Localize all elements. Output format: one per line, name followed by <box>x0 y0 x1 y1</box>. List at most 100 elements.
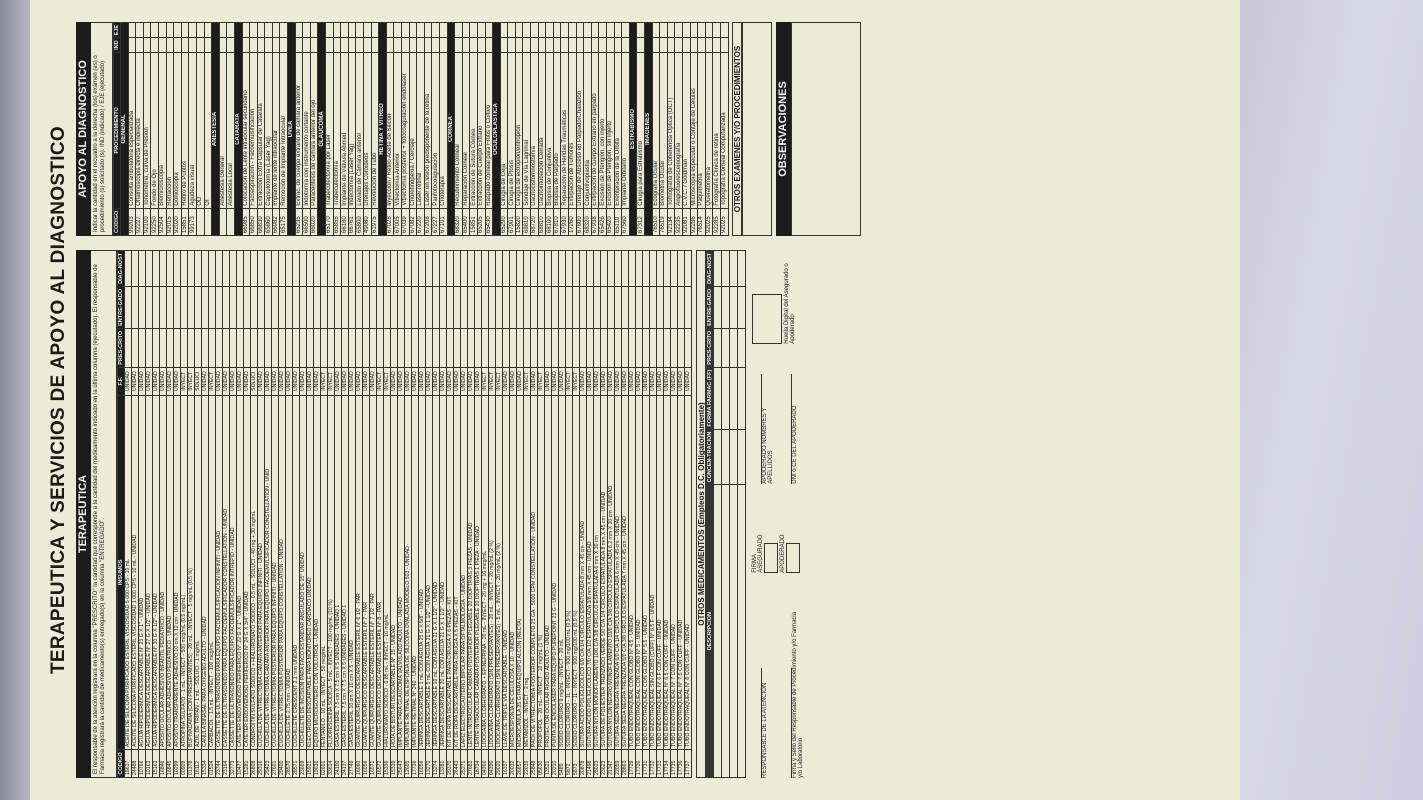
diagnost-cell[interactable] <box>404 250 412 287</box>
ind-cell[interactable] <box>690 37 698 53</box>
ind-cell[interactable] <box>310 37 318 53</box>
entregado-cell[interactable] <box>729 286 738 329</box>
diagnost-cell[interactable] <box>194 250 202 287</box>
entregado-cell[interactable] <box>425 286 433 329</box>
entregado-cell[interactable] <box>509 286 517 329</box>
entregado-cell[interactable] <box>250 286 258 329</box>
ind-cell[interactable] <box>386 37 394 53</box>
ind-cell[interactable] <box>568 37 577 53</box>
prescrito-cell[interactable] <box>383 328 391 368</box>
ind-cell[interactable] <box>249 37 258 53</box>
entregado-cell[interactable] <box>194 286 202 329</box>
eje-cell[interactable] <box>621 22 630 38</box>
eje-cell[interactable] <box>340 22 349 38</box>
entregado-cell[interactable] <box>334 286 342 329</box>
huella-box[interactable] <box>752 293 782 344</box>
entregado-cell[interactable] <box>432 286 440 329</box>
eje-cell[interactable] <box>522 22 531 38</box>
prescrito-cell[interactable] <box>299 328 307 368</box>
eje-cell[interactable] <box>583 22 592 38</box>
entregado-cell[interactable] <box>278 286 286 329</box>
prescrito-cell[interactable] <box>614 328 622 368</box>
eje-cell[interactable] <box>295 22 303 38</box>
entregado-cell[interactable] <box>243 286 251 329</box>
entregado-cell[interactable] <box>684 286 692 329</box>
prescrito-cell[interactable] <box>516 328 524 368</box>
entregado-cell[interactable] <box>264 286 272 329</box>
ind-cell[interactable] <box>682 37 691 53</box>
diagnost-cell[interactable] <box>530 250 538 287</box>
ind-cell[interactable] <box>522 37 531 53</box>
eje-cell[interactable] <box>416 22 425 38</box>
eje-cell[interactable] <box>462 22 470 38</box>
asegurado-box[interactable] <box>764 542 778 573</box>
entregado-cell[interactable] <box>236 286 244 329</box>
entregado-cell[interactable] <box>446 286 454 329</box>
prescrito-cell[interactable] <box>138 328 146 368</box>
prescrito-cell[interactable] <box>600 328 608 368</box>
eje-cell[interactable] <box>636 22 645 38</box>
entregado-cell[interactable] <box>355 286 363 329</box>
ind-cell[interactable] <box>553 37 561 53</box>
prescrito-cell[interactable] <box>649 328 657 368</box>
ind-cell[interactable] <box>530 37 539 53</box>
diagnost-cell[interactable] <box>411 250 419 287</box>
ind-cell[interactable] <box>166 37 174 53</box>
diagnost-cell[interactable] <box>460 250 468 287</box>
prescrito-cell[interactable] <box>439 328 447 368</box>
entregado-cell[interactable] <box>614 286 622 329</box>
entregado-cell[interactable] <box>180 286 188 329</box>
diagnost-cell[interactable] <box>278 250 286 287</box>
eje-cell[interactable] <box>431 22 440 38</box>
eje-cell[interactable] <box>143 22 151 38</box>
eje-cell[interactable] <box>538 22 546 38</box>
ind-cell[interactable] <box>264 37 273 53</box>
entregado-cell[interactable] <box>677 286 685 329</box>
prescrito-cell[interactable] <box>334 328 342 368</box>
prescrito-cell[interactable] <box>558 328 566 368</box>
prescrito-cell[interactable] <box>642 328 650 368</box>
eje-cell[interactable] <box>667 22 675 38</box>
diagnost-cell[interactable] <box>201 250 209 287</box>
entregado-cell[interactable] <box>187 286 195 329</box>
prescrito-cell[interactable] <box>481 328 489 368</box>
descripcion-cell[interactable] <box>713 484 722 778</box>
entregado-cell[interactable] <box>544 286 552 329</box>
eje-cell[interactable] <box>249 22 258 38</box>
entregado-cell[interactable] <box>737 286 746 329</box>
prescrito-cell[interactable] <box>729 328 738 368</box>
entregado-cell[interactable] <box>460 286 468 329</box>
diagnost-cell[interactable] <box>523 250 531 287</box>
eje-cell[interactable] <box>598 22 607 38</box>
diagnost-cell[interactable] <box>453 250 461 287</box>
prescrito-cell[interactable] <box>355 328 363 368</box>
eje-cell[interactable] <box>196 22 205 38</box>
ind-cell[interactable] <box>196 37 205 53</box>
entregado-cell[interactable] <box>390 286 398 329</box>
diagnost-cell[interactable] <box>152 250 160 287</box>
diagnost-cell[interactable] <box>180 250 188 287</box>
prescrito-cell[interactable] <box>250 328 258 368</box>
diagnost-cell[interactable] <box>257 250 265 287</box>
entregado-cell[interactable] <box>649 286 657 329</box>
prescrito-cell[interactable] <box>278 328 286 368</box>
diagnost-cell[interactable] <box>299 250 307 287</box>
diagnost-cell[interactable] <box>600 250 608 287</box>
entregado-cell[interactable] <box>579 286 587 329</box>
ind-cell[interactable] <box>659 37 668 53</box>
entregado-cell[interactable] <box>628 286 636 329</box>
prescrito-cell[interactable] <box>236 328 244 368</box>
entregado-cell[interactable] <box>201 286 209 329</box>
ind-cell[interactable] <box>621 37 630 53</box>
prescrito-cell[interactable] <box>257 328 265 368</box>
concentracion-cell[interactable] <box>729 429 738 485</box>
diagnost-cell[interactable] <box>327 250 335 287</box>
eje-cell[interactable] <box>705 22 713 38</box>
diagnost-cell[interactable] <box>208 250 216 287</box>
eje-cell[interactable] <box>469 22 478 38</box>
diagnost-cell[interactable] <box>677 250 685 287</box>
ind-cell[interactable] <box>226 37 235 53</box>
prescrito-cell[interactable] <box>621 328 629 368</box>
prescrito-cell[interactable] <box>684 328 692 368</box>
ind-cell[interactable] <box>257 37 265 53</box>
